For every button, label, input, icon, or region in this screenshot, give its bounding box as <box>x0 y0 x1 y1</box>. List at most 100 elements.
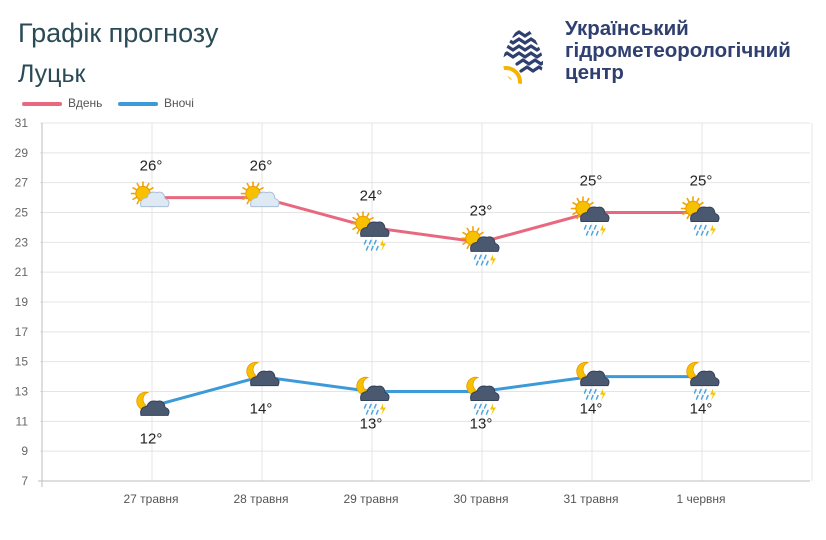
moon-cloud-rain-thunder-icon <box>576 361 610 401</box>
moon-cloud-icon <box>136 391 170 416</box>
rain-drop <box>595 230 599 236</box>
sun-ray <box>136 199 140 205</box>
data-label: 26° <box>250 158 273 175</box>
sun-ray <box>132 196 137 201</box>
rain-drop <box>478 403 482 409</box>
legend-swatch-day <box>22 102 62 106</box>
rain-drop <box>595 394 599 400</box>
sun-cloud-rain-thunder-icon <box>350 211 390 252</box>
x-tick-label: 29 травня <box>343 492 398 506</box>
sun-ray <box>466 244 470 250</box>
rain-drop <box>705 394 709 400</box>
rain-drop <box>365 409 369 415</box>
y-tick-label: 9 <box>21 444 28 458</box>
chart-title: Графік прогнозу <box>18 18 219 48</box>
rain-drop <box>485 260 489 266</box>
sun-cloud-rain-thunder-icon <box>570 196 610 237</box>
cloud-shape <box>470 236 500 252</box>
rain-drop <box>483 403 487 409</box>
sun-ray <box>369 216 374 221</box>
lightning-bolt <box>380 403 386 416</box>
sun-cloud-rain-thunder-icon <box>680 196 720 237</box>
sun-ray <box>466 227 470 233</box>
sun-ray <box>576 197 580 203</box>
data-label: 23° <box>470 202 493 219</box>
sun-ray <box>246 182 250 188</box>
legend-label-day: Вдень <box>68 96 103 110</box>
rain-drop <box>363 239 367 245</box>
sun-ray <box>682 211 687 216</box>
rain-drop <box>368 403 372 409</box>
moon-cloud-rain-thunder-icon <box>356 376 390 416</box>
rain-drop <box>693 388 697 394</box>
sun-ray <box>256 182 260 188</box>
rain-drop <box>705 230 709 236</box>
sun-ray <box>686 197 690 203</box>
rain-drop <box>365 245 369 251</box>
rain-drop <box>485 409 489 415</box>
lightning-bolt <box>710 224 716 237</box>
rain-drop <box>368 239 372 245</box>
y-tick-label: 29 <box>15 146 29 160</box>
rain-drop <box>583 388 587 394</box>
y-tick-label: 7 <box>21 474 28 488</box>
series-line-night <box>149 375 703 408</box>
sun-ray <box>479 231 484 236</box>
legend-label-night: Вночі <box>164 96 194 110</box>
rain-drop <box>480 409 484 415</box>
rain-drop <box>363 403 367 409</box>
sun-ray <box>352 226 357 230</box>
sun-ray <box>576 214 580 220</box>
rain-drop <box>703 388 707 394</box>
lightning-bolt <box>600 388 606 401</box>
y-tick-label: 25 <box>15 206 29 220</box>
sun-ray <box>356 212 360 218</box>
sun-ray <box>352 216 357 221</box>
x-tick-label: 27 травня <box>123 492 178 506</box>
sun-cloud-icon <box>130 181 170 208</box>
rain-drop <box>703 224 707 230</box>
org-name-line-1: Український <box>565 17 689 40</box>
water-drop-wave-sun-icon <box>503 22 543 84</box>
rain-drop <box>370 409 374 415</box>
data-label: 12° <box>140 430 163 447</box>
rain-drop <box>375 245 379 251</box>
y-tick-label: 21 <box>15 265 29 279</box>
rain-drop <box>588 388 592 394</box>
sun-ray <box>682 201 687 206</box>
series-line-day <box>149 196 703 244</box>
rain-drop <box>593 224 597 230</box>
lightning-bolt <box>490 403 496 416</box>
moon-cloud-icon <box>246 361 280 387</box>
rain-drop <box>693 224 697 230</box>
data-label: 14° <box>250 401 273 418</box>
cloud-shape <box>250 191 280 208</box>
org-name: Український гідрометеорологічний центр <box>565 18 791 84</box>
rain-drop <box>475 409 479 415</box>
rain-drop <box>585 394 589 400</box>
rain-drop <box>588 224 592 230</box>
lightning-bolt <box>710 388 716 401</box>
sun-ray <box>699 201 704 206</box>
city-name: Луцьк <box>18 60 86 88</box>
sun-cloud-icon <box>240 181 280 208</box>
y-tick-label: 19 <box>15 295 29 309</box>
rain-drop <box>700 394 704 400</box>
sun-ray <box>149 187 154 191</box>
data-label: 25° <box>580 173 603 190</box>
legend-swatch-night <box>118 102 158 106</box>
data-label: 13° <box>360 416 383 433</box>
x-tick-label: 1 червня <box>676 492 725 506</box>
x-tick-label: 31 травня <box>563 492 618 506</box>
sun-ray <box>696 197 700 203</box>
org-name-line-2: гідрометеорологічний <box>565 39 791 62</box>
moon-cloud-rain-thunder-icon <box>686 361 720 401</box>
rain-drop <box>480 260 484 266</box>
rain-drop <box>373 239 377 245</box>
cloud-shape <box>470 385 500 401</box>
data-label: 25° <box>690 173 713 190</box>
rain-drop <box>698 388 702 394</box>
cloud-shape <box>250 370 280 387</box>
data-label: 14° <box>580 401 603 418</box>
